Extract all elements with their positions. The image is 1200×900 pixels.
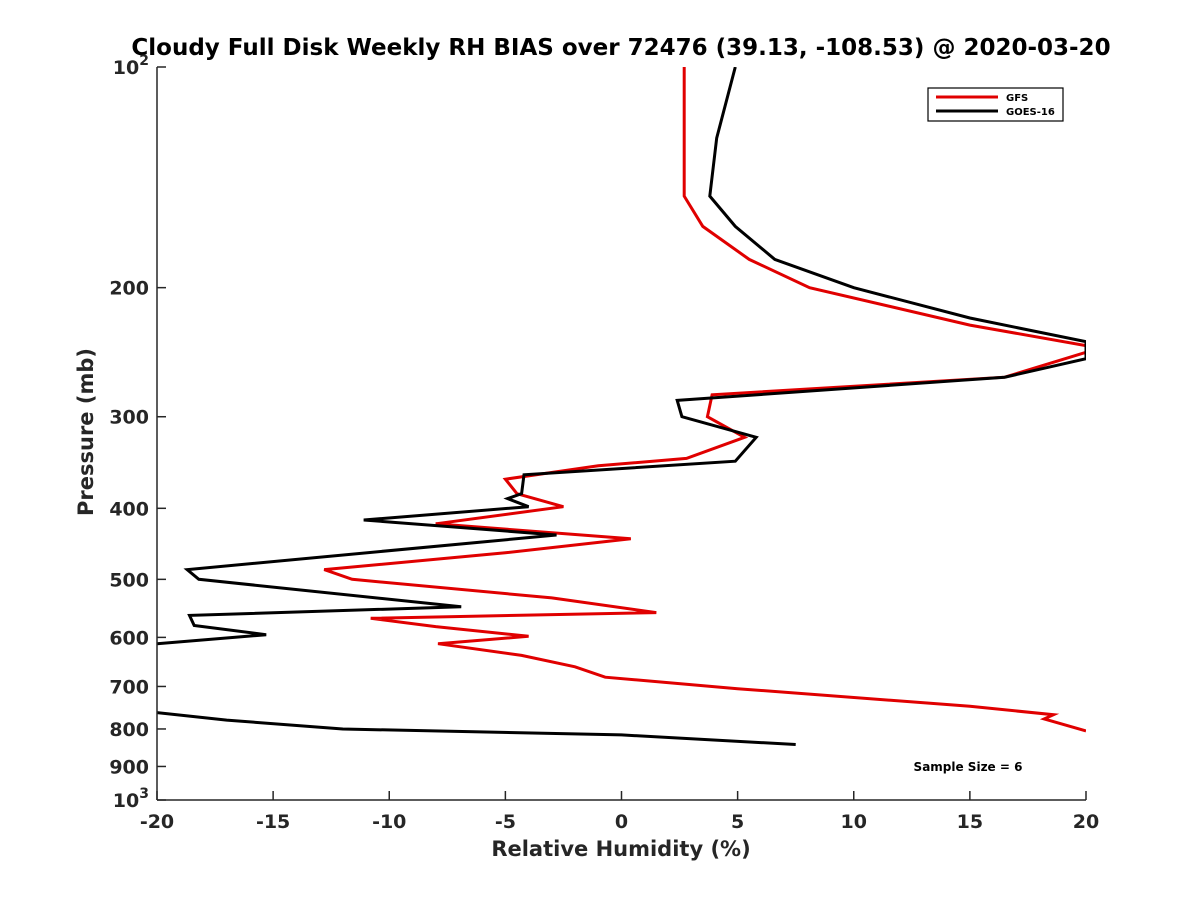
x-tick-label: -5 (495, 811, 516, 833)
legend: GFS GOES-16 (927, 87, 1064, 122)
series-line-goes-16-1 (157, 67, 1086, 646)
legend-label: GFS (1006, 93, 1028, 104)
chart-title: Cloudy Full Disk Weekly RH BIAS over 724… (131, 35, 1110, 61)
series-group (157, 67, 1086, 746)
x-tick-label: 15 (957, 811, 983, 833)
x-tick-label: 5 (731, 811, 744, 833)
x-axis-label: Relative Humidity (%) (491, 837, 750, 861)
y-tick-label: 300 (109, 407, 149, 429)
y-axis-label: Pressure (mb) (74, 348, 98, 516)
y-tick-label: 900 (109, 756, 149, 778)
x-tick-label: -15 (256, 811, 290, 833)
legend-label: GOES-16 (1006, 107, 1055, 118)
x-tick-label: 10 (841, 811, 867, 833)
y-axis-ticks: 102 200 300 400 500 600 700 800 900 103 (109, 53, 166, 812)
y-tick-label: 500 (109, 569, 149, 591)
x-tick-label: -20 (140, 811, 174, 833)
y-tick-label: 103 (113, 786, 149, 812)
series-line-gfs-0 (323, 67, 1086, 733)
y-tick-label: 600 (109, 627, 149, 649)
x-axis-ticks: -20 -15 -10 -5 0 5 10 15 20 (140, 791, 1099, 833)
sample-size-annotation: Sample Size = 6 (914, 760, 1023, 774)
x-tick-label: 0 (615, 811, 628, 833)
y-tick-label: 102 (113, 53, 149, 79)
series-line-goes-16-2 (157, 711, 796, 746)
plot-area (156, 67, 1086, 801)
y-tick-label: 700 (109, 676, 149, 698)
y-tick-label: 200 (109, 278, 149, 300)
legend-box (927, 87, 1064, 122)
y-tick-label: 400 (109, 498, 149, 520)
y-tick-label: 800 (109, 719, 149, 741)
x-tick-label: -10 (372, 811, 406, 833)
x-tick-label: 20 (1073, 811, 1099, 833)
